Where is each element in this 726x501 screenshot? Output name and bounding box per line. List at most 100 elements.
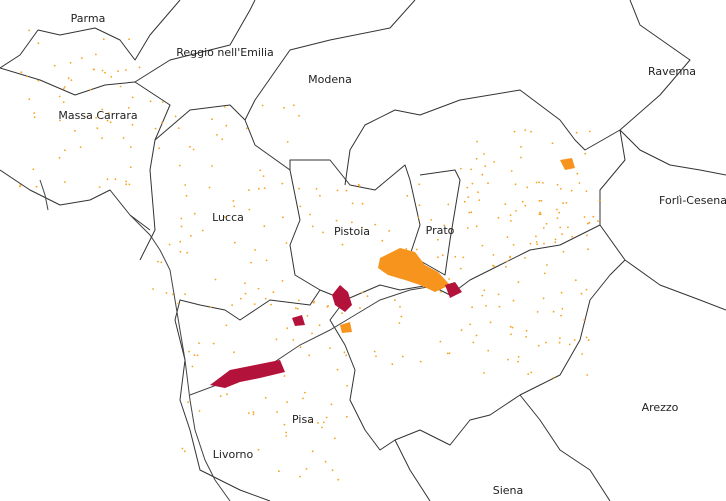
settlement-dot — [475, 225, 478, 228]
settlement-dot — [283, 423, 286, 426]
settlement-dot — [232, 200, 235, 202]
settlement-dot — [539, 213, 542, 216]
settlement-dot — [185, 194, 188, 197]
province-border — [619, 129, 726, 176]
province-label: Modena — [308, 73, 352, 86]
settlement-dot — [359, 307, 361, 309]
settlement-dot — [244, 282, 246, 285]
settlement-dot — [180, 225, 183, 228]
settlement-dot — [106, 178, 109, 181]
settlement-dot — [63, 86, 66, 88]
settlement-dot — [545, 222, 548, 225]
settlement-dot — [358, 185, 361, 187]
settlement-dot — [74, 129, 76, 132]
settlement-dot — [580, 292, 583, 295]
settlement-dot — [80, 57, 83, 59]
settlement-dot — [509, 255, 512, 258]
settlement-dot — [278, 470, 280, 473]
settlement-dot — [530, 130, 532, 133]
settlement-dot — [459, 267, 462, 270]
settlement-dot — [538, 181, 540, 184]
settlement-dot — [286, 327, 289, 330]
settlement-dot — [449, 228, 451, 230]
settlement-dot — [315, 188, 318, 190]
settlement-dot — [283, 106, 285, 109]
settlement-dot — [406, 194, 409, 197]
settlement-dot — [542, 182, 544, 184]
settlement-dot — [583, 216, 586, 218]
settlement-dot — [525, 329, 528, 332]
settlement-dot — [468, 211, 471, 214]
settlement-dot — [587, 339, 590, 342]
settlement-dot — [33, 112, 36, 115]
settlement-dot — [343, 351, 346, 354]
settlement-dot — [254, 249, 256, 251]
urban-area — [340, 322, 352, 333]
settlement-dot — [214, 278, 217, 281]
settlement-dot — [524, 257, 526, 259]
settlement-dot — [587, 248, 589, 251]
settlement-dot — [335, 219, 338, 222]
province-label: Massa Carrara — [58, 109, 137, 122]
settlement-dot — [336, 368, 339, 371]
settlement-dot — [398, 322, 401, 324]
settlement-dot — [540, 200, 543, 202]
settlement-dot — [263, 187, 266, 190]
settlement-dot — [460, 329, 463, 332]
settlement-dot — [538, 213, 541, 216]
settlement-dot — [161, 121, 163, 124]
province-border — [174, 169, 321, 501]
settlement-dot — [326, 305, 329, 308]
settlement-dot — [125, 183, 128, 186]
settlement-dot — [345, 415, 348, 418]
settlement-dot — [463, 200, 466, 203]
settlement-dot — [539, 211, 541, 214]
settlement-dot — [399, 305, 401, 308]
settlement-dot — [322, 231, 324, 234]
settlement-dot — [28, 98, 31, 101]
settlement-dot — [239, 297, 242, 300]
settlement-dot — [497, 293, 500, 296]
settlement-dot — [466, 186, 469, 189]
settlement-dot — [219, 395, 222, 398]
settlement-dot — [37, 79, 40, 82]
settlement-dot — [504, 203, 507, 206]
settlement-dot — [64, 181, 66, 183]
settlement-dot — [177, 302, 180, 305]
settlement-dot — [311, 332, 313, 335]
settlement-dot — [233, 205, 236, 208]
settlement-dot — [478, 199, 481, 202]
settlement-dot — [131, 96, 134, 99]
province-label: Livorno — [213, 448, 254, 461]
settlement-dot — [264, 297, 267, 300]
settlement-dot — [33, 116, 36, 119]
settlement-dot — [526, 186, 529, 189]
settlement-dot — [510, 170, 513, 172]
settlement-dot — [125, 180, 127, 183]
settlement-dot — [459, 167, 462, 170]
settlement-dot — [264, 396, 267, 399]
settlement-dot — [571, 235, 574, 238]
settlement-dot — [58, 95, 61, 98]
province-border — [154, 104, 411, 191]
settlement-dot — [484, 165, 487, 168]
settlement-dot — [559, 188, 562, 190]
province-border — [244, 0, 416, 121]
settlement-dot — [588, 221, 591, 224]
settlement-dot — [556, 183, 559, 186]
settlement-dot — [366, 295, 369, 298]
settlement-dot — [292, 104, 295, 107]
settlement-dot — [470, 211, 473, 214]
settlement-dot — [543, 242, 545, 245]
settlement-dot — [472, 341, 475, 344]
settlement-dot — [296, 307, 299, 310]
settlement-dot — [515, 210, 517, 212]
settlement-dot — [509, 325, 512, 328]
settlement-dot — [481, 294, 484, 297]
settlement-dot — [584, 152, 587, 155]
settlement-dot — [415, 248, 418, 251]
settlement-dot — [69, 61, 72, 64]
settlement-dot — [286, 141, 289, 143]
settlement-dot — [542, 297, 545, 300]
settlement-dot — [586, 234, 588, 237]
